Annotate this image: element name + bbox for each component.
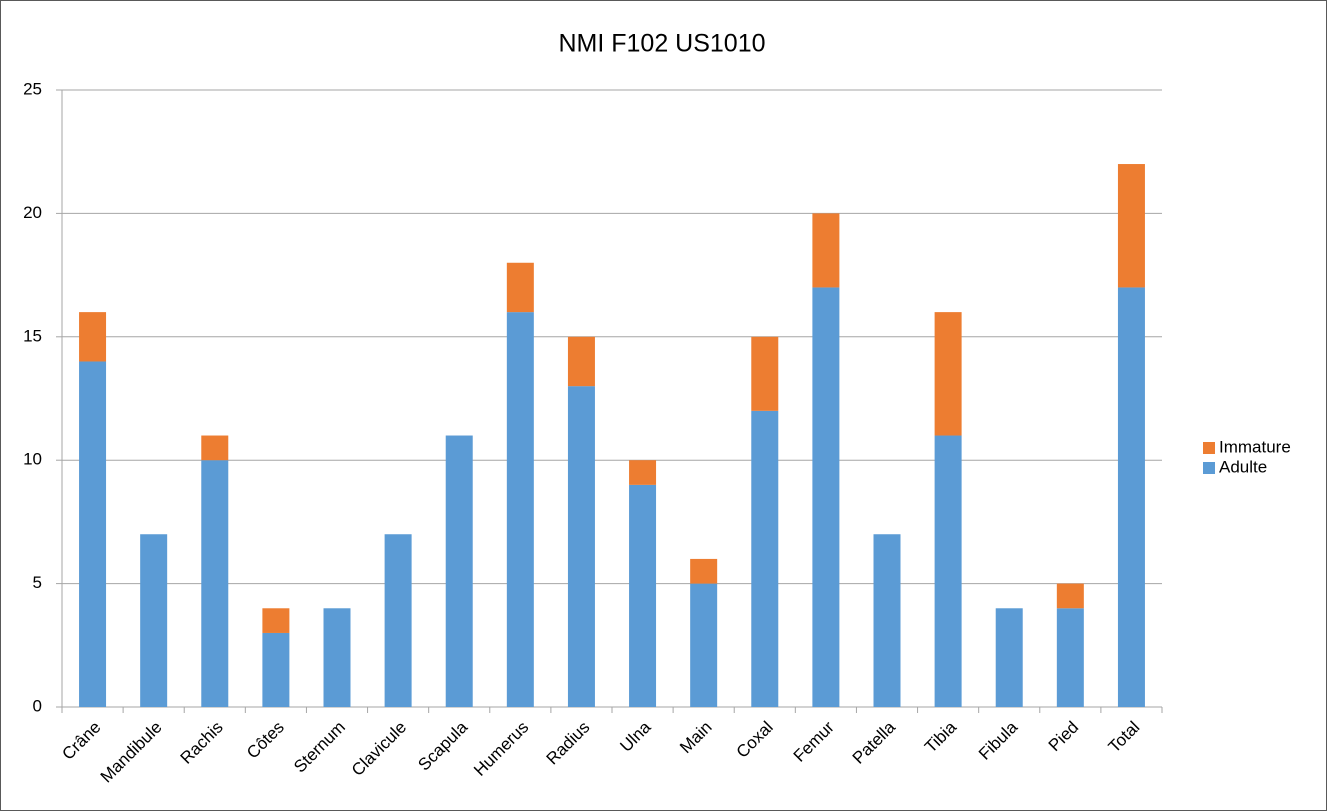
bar-segment — [812, 213, 840, 288]
bar-segment — [567, 386, 595, 707]
bar-segment — [262, 608, 290, 633]
y-tick-label: 25 — [23, 79, 42, 98]
legend-swatch — [1203, 462, 1215, 474]
bar-segment — [1056, 583, 1084, 609]
y-tick-label: 5 — [33, 573, 42, 592]
bar-segment — [506, 312, 534, 707]
bar-segment — [934, 435, 962, 707]
legend-label: Immature — [1219, 437, 1291, 456]
bar-segment — [751, 336, 779, 411]
y-tick-label: 20 — [23, 203, 42, 222]
bar-segment — [873, 534, 901, 707]
bar-segment — [384, 534, 412, 707]
y-tick-label: 15 — [23, 326, 42, 345]
chart-title: NMI F102 US1010 — [558, 30, 765, 58]
bar-segment — [262, 632, 290, 707]
y-tick-label: 10 — [23, 450, 42, 469]
bar-segment — [201, 435, 229, 461]
bar-segment — [1117, 287, 1145, 707]
y-tick-label: 0 — [33, 696, 42, 715]
bar-segment — [1117, 164, 1145, 288]
bar-segment — [629, 460, 657, 485]
bar-segment — [201, 460, 229, 707]
bar-segment — [934, 312, 962, 436]
bar-segment — [629, 484, 657, 707]
bar-segment — [751, 410, 779, 707]
bar-segment — [506, 262, 534, 313]
bar-segment — [812, 287, 840, 707]
bar-segment — [1056, 608, 1084, 707]
bar-segment — [567, 336, 595, 387]
bar-segment — [690, 583, 718, 707]
bar-segment — [690, 558, 718, 584]
legend-swatch — [1203, 442, 1215, 454]
legend-label: Adulte — [1219, 457, 1267, 476]
bar-segment — [995, 608, 1023, 707]
bar-segment — [445, 435, 473, 707]
bar-segment — [79, 361, 107, 707]
bar-segment — [323, 608, 351, 707]
bar-segment — [140, 534, 168, 707]
bar-segment — [79, 312, 107, 362]
